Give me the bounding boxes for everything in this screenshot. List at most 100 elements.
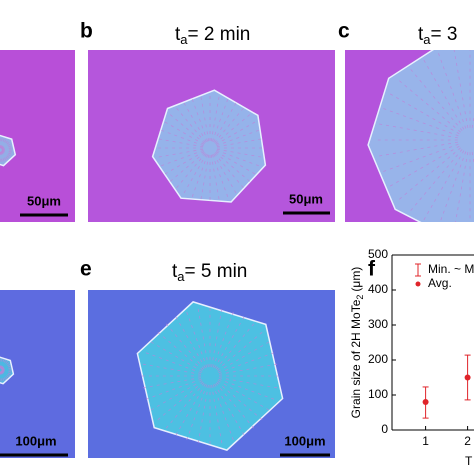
panel: 100μm — [88, 290, 335, 458]
grain-streak — [210, 95, 220, 142]
grain-streak — [218, 363, 279, 375]
grain-streak — [212, 154, 229, 199]
grain-streak — [0, 371, 5, 383]
grain-streak — [216, 129, 261, 146]
grain-streak — [1, 370, 12, 377]
title-symbol: t — [175, 24, 181, 45]
legend-label: Avg. — [428, 276, 452, 290]
grain-streak — [1, 149, 15, 153]
scale-bar-label: 50μm — [289, 191, 323, 206]
grain-streak — [168, 113, 205, 144]
grain-streak — [1, 150, 13, 158]
grain-streak — [213, 101, 238, 143]
title-symbol: t — [418, 24, 424, 45]
grain-streak — [214, 153, 245, 190]
title-text: = 5 min — [185, 261, 248, 282]
grain-streak — [212, 97, 229, 142]
grain-streak — [1, 365, 13, 370]
grain-streak — [216, 381, 264, 422]
x-tick-label: 1 — [422, 434, 429, 448]
grain-streak — [1, 147, 15, 151]
grain-streak — [1, 142, 13, 150]
grain-streak — [157, 138, 204, 148]
grain-streak — [215, 113, 252, 144]
y-tick-label: 400 — [368, 282, 388, 296]
avg-point — [464, 374, 471, 381]
y-tick-label: 100 — [368, 387, 388, 401]
grain-streak — [1, 370, 13, 375]
legend-marker — [415, 281, 421, 287]
grain-streak — [164, 322, 205, 370]
grain-streak — [1, 370, 11, 379]
title-symbol: t — [172, 261, 178, 282]
grain-streak — [1, 363, 12, 370]
grain-streak — [156, 381, 204, 422]
grain-streak — [175, 106, 206, 143]
grain-streak — [168, 152, 205, 183]
y-label-text: Grain size of 2H MoTe — [349, 299, 363, 418]
grain-streak — [200, 154, 210, 201]
grain-streak — [0, 138, 10, 149]
grain-streak — [0, 371, 7, 382]
grain-streak — [0, 359, 9, 369]
grain-streak — [218, 351, 276, 374]
panel: 100μm — [0, 290, 75, 458]
grain — [151, 89, 267, 203]
panel-title: ta= 2 min — [175, 24, 250, 47]
grain — [0, 356, 15, 385]
grain-streak — [214, 106, 245, 143]
grain-streak — [0, 151, 8, 163]
panel-title: ta= 5 min — [172, 261, 247, 284]
panel-label: c — [338, 20, 350, 43]
grain-streak — [1, 367, 13, 371]
grain-streak — [215, 382, 256, 430]
grain-streak — [144, 378, 202, 401]
grain — [136, 301, 284, 451]
title-text: = 3 — [431, 24, 458, 45]
grain-streak — [211, 307, 223, 368]
panel-label: f — [368, 258, 376, 281]
grain-streak — [216, 150, 261, 167]
grain-streak — [182, 153, 207, 195]
grain-streak — [191, 97, 208, 142]
grain-streak — [159, 150, 204, 167]
scale-bar-label: 50μm — [27, 193, 61, 208]
y-label-unit: (μm) — [349, 267, 363, 292]
grain-streak — [141, 363, 202, 375]
grain-streak — [0, 137, 8, 149]
grain-streak — [149, 340, 203, 372]
grain-streak — [163, 151, 205, 176]
grain-streak — [215, 151, 257, 176]
grain-streak — [216, 138, 263, 148]
y-label-subscript: 2 — [355, 295, 365, 300]
grain-streak — [197, 384, 209, 445]
grain-streak — [191, 154, 208, 199]
title-subscript: a — [423, 32, 431, 47]
grain-streak — [1, 369, 13, 373]
grain-streak — [0, 151, 3, 165]
grain-streak — [217, 380, 271, 412]
panel-label: e — [80, 258, 92, 281]
y-tick-label: 200 — [368, 352, 388, 366]
grain-streak — [0, 357, 5, 369]
grain-streak — [141, 377, 202, 389]
scale-bar-label: 100μm — [15, 433, 56, 448]
y-axis-label: Grain size of 2H MoTe2 (μm) — [349, 267, 365, 419]
grain-streak — [218, 377, 279, 389]
title-text: = 2 min — [188, 24, 251, 45]
y-tick-label: 500 — [368, 247, 388, 261]
grain-streak — [174, 315, 206, 369]
grain-streak — [0, 151, 10, 162]
grain-streak — [149, 380, 203, 412]
grain-streak — [0, 151, 6, 164]
y-tick-label: 0 — [381, 422, 388, 436]
grain-streak — [215, 152, 252, 183]
grain-streak — [0, 358, 7, 369]
y-tick-label: 300 — [368, 317, 388, 331]
grain-streak — [216, 148, 263, 158]
grain-streak — [216, 330, 264, 371]
panel-label: b — [80, 20, 93, 43]
grain-streak — [211, 384, 223, 445]
